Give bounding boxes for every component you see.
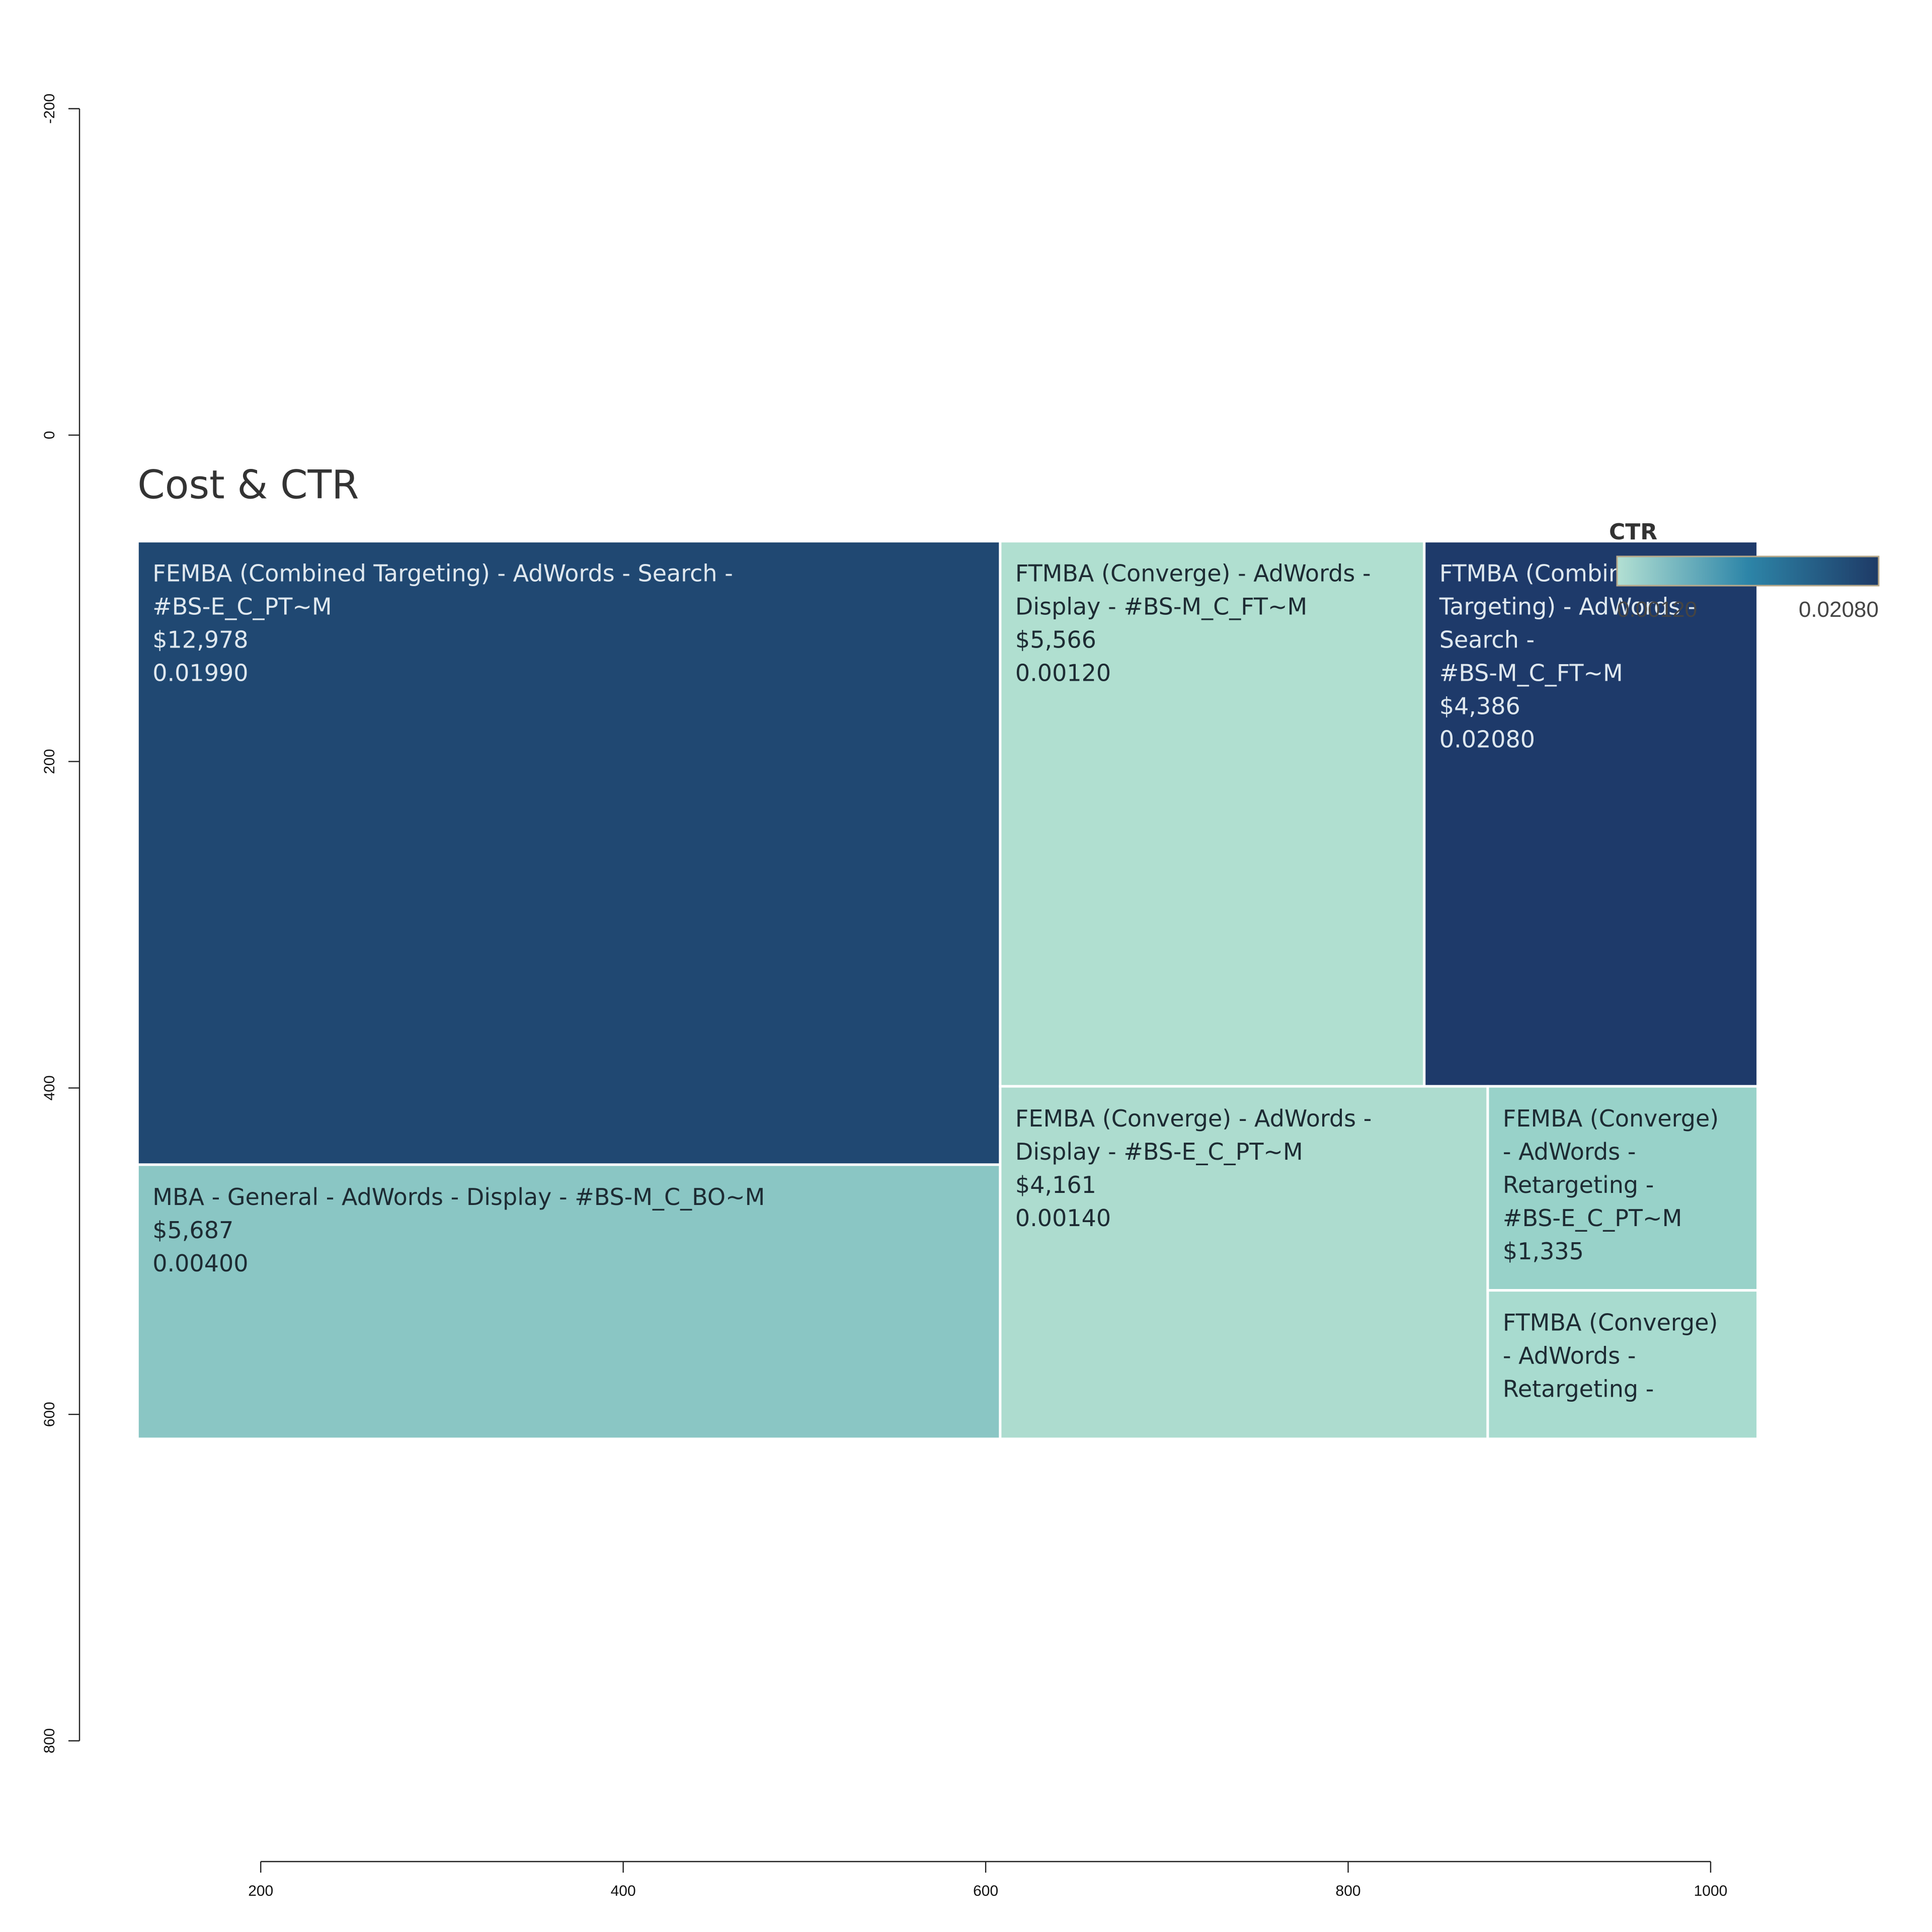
ctr-legend: CTR 0.00120 0.02080 (1609, 519, 1880, 622)
plot-axes: 200 400 600 800 1000 -200 0 200 400 600 800 (41, 94, 1727, 1899)
treemap-cell-label: MBA - General - AdWords - Display - #BS-… (152, 1183, 765, 1211)
treemap-cell-label: $4,386 (1439, 693, 1520, 720)
treemap-cells: FEMBA (Combined Targeting) - AdWords - S… (136, 540, 1759, 1440)
treemap-cell-label: $4,161 (1015, 1171, 1096, 1198)
y-tick-label: 400 (41, 1075, 58, 1100)
x-tick-label: 200 (248, 1883, 273, 1899)
treemap-cell-label: $12,978 (152, 626, 248, 654)
treemap-cell[interactable]: FTMBA (Converge) - AdWords - Retargeting - (1486, 1289, 1759, 1440)
treemap-cell-label: 0.01990 (152, 660, 248, 687)
treemap-cell-label: 0.02080 (1439, 726, 1535, 753)
treemap-cell-label: FEMBA (Combined Targeting) - AdWords - S… (152, 560, 733, 587)
treemap-cell-label: $5,687 (152, 1217, 233, 1244)
treemap-cell-label: Retargeting - (1503, 1376, 1654, 1403)
x-tick-label: 800 (1336, 1883, 1361, 1899)
treemap-cell-label: Display - #BS-E_C_PT~M (1015, 1138, 1303, 1165)
treemap-cell-label: #BS-E_C_PT~M (1503, 1204, 1682, 1232)
treemap-cell-label: Retargeting - (1503, 1171, 1654, 1198)
legend-min-label: 0.00120 (1617, 597, 1697, 622)
treemap-cell-label: Display - #BS-M_C_FT~M (1015, 593, 1307, 620)
y-tick-label: 200 (41, 749, 58, 774)
treemap-cell-rect (136, 1163, 1002, 1440)
legend-color-ramp (1616, 555, 1880, 587)
treemap-cell-rect (136, 540, 1002, 1166)
treemap-cell-label: #BS-M_C_FT~M (1439, 660, 1623, 687)
y-tick-label: 0 (41, 431, 58, 439)
legend-max-label: 0.02080 (1799, 597, 1879, 622)
treemap-cell-label: #BS-E_C_PT~M (152, 593, 332, 620)
treemap-cell-label: - AdWords - (1503, 1342, 1636, 1370)
treemap-cell[interactable]: FEMBA (Combined Targeting) - AdWords - S… (136, 540, 1002, 1166)
treemap-cell-label: Targeting) - AdWords - (1439, 593, 1697, 620)
y-tick-label: 800 (41, 1728, 58, 1753)
x-tick-label: 600 (973, 1883, 998, 1899)
x-tick-label: 1000 (1694, 1883, 1728, 1899)
y-tick-label: 600 (41, 1402, 58, 1427)
treemap-cell-label: FTMBA (Converge) (1503, 1309, 1718, 1336)
treemap-cell-label: - AdWords - (1503, 1138, 1636, 1165)
treemap-cell-label: 0.00140 (1015, 1204, 1111, 1232)
treemap-cell[interactable]: MBA - General - AdWords - Display - #BS-… (136, 1163, 1002, 1440)
treemap-cell-label: $1,335 (1503, 1238, 1584, 1265)
treemap-cell-rect (999, 540, 1426, 1088)
treemap-cell[interactable]: FTMBA (Converge) - AdWords - Display - #B… (999, 540, 1426, 1088)
x-tick-label: 400 (611, 1883, 636, 1899)
legend-title: CTR (1609, 519, 1657, 545)
treemap-cell-label: FTMBA (Converge) - AdWords - (1015, 560, 1371, 587)
treemap-cell-rect (1486, 1085, 1759, 1292)
treemap-cell-label: FEMBA (Converge) - AdWords - (1015, 1105, 1372, 1132)
treemap-cell[interactable]: FEMBA (Converge) - AdWords - Retargeting -… (1486, 1085, 1759, 1292)
treemap-cell[interactable]: FEMBA (Converge) - AdWords - Display - #B… (999, 1085, 1489, 1440)
y-tick-label: -200 (41, 94, 58, 124)
treemap-cell-rect (1486, 1289, 1759, 1440)
treemap-cell-label: $5,566 (1015, 626, 1096, 654)
treemap-cell-label: FEMBA (Converge) (1503, 1105, 1719, 1132)
treemap-cell-label: 0.00400 (152, 1250, 248, 1277)
treemap-cell-label: Search - (1439, 626, 1535, 654)
treemap-cell-label: 0.00120 (1015, 660, 1111, 687)
chart-title: Cost & CTR (137, 463, 359, 508)
treemap-cell-rect (1423, 540, 1759, 1088)
treemap-cell-rect (999, 1085, 1489, 1440)
